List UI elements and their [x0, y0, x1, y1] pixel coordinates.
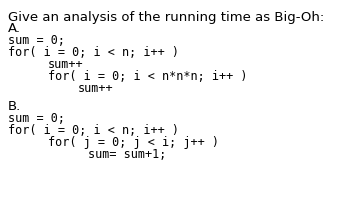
Text: for( i = 0; i < n; i++ ): for( i = 0; i < n; i++ ) — [8, 124, 179, 137]
Text: Give an analysis of the running time as Big-Oh:: Give an analysis of the running time as … — [8, 11, 324, 24]
Text: for( i = 0; i < n*n*n; i++ ): for( i = 0; i < n*n*n; i++ ) — [48, 70, 247, 83]
Text: sum++: sum++ — [48, 58, 84, 71]
Text: sum= sum+1;: sum= sum+1; — [88, 148, 166, 161]
Text: for( i = 0; i < n; i++ ): for( i = 0; i < n; i++ ) — [8, 46, 179, 59]
Text: B.: B. — [8, 100, 21, 113]
Text: sum = 0;: sum = 0; — [8, 34, 65, 47]
Text: A.: A. — [8, 22, 21, 35]
Text: sum++: sum++ — [78, 82, 114, 95]
Text: sum = 0;: sum = 0; — [8, 112, 65, 125]
Text: for( j = 0; j < i; j++ ): for( j = 0; j < i; j++ ) — [48, 136, 219, 149]
